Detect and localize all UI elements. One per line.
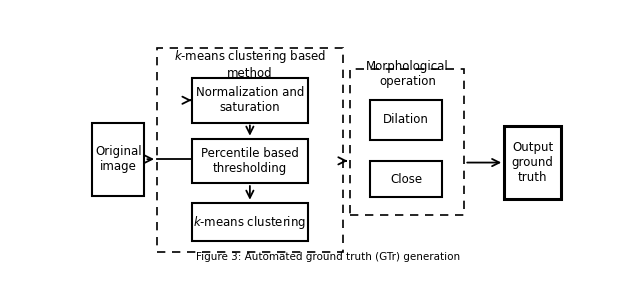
Text: Normalization and
saturation: Normalization and saturation	[196, 86, 304, 114]
Text: $k$-means clustering based
method: $k$-means clustering based method	[173, 48, 326, 80]
Bar	[350, 69, 465, 215]
Text: Percentile based
thresholding: Percentile based thresholding	[201, 147, 299, 175]
Bar	[191, 78, 308, 123]
Bar	[92, 123, 145, 196]
Bar	[370, 162, 442, 197]
Text: $k$-means clustering: $k$-means clustering	[193, 214, 307, 230]
Text: Original
image: Original image	[95, 145, 141, 173]
Bar	[157, 48, 343, 252]
Text: Morphological
operation: Morphological operation	[366, 60, 449, 88]
Text: Output
ground
truth: Output ground truth	[511, 141, 554, 184]
Text: Figure 3: Automated ground truth (GTr) generation: Figure 3: Automated ground truth (GTr) g…	[196, 252, 460, 262]
Bar	[191, 203, 308, 241]
Bar	[370, 100, 442, 140]
Text: Close: Close	[390, 173, 422, 186]
Text: Dilation: Dilation	[383, 113, 429, 126]
Bar	[504, 126, 561, 199]
Bar	[191, 138, 308, 183]
